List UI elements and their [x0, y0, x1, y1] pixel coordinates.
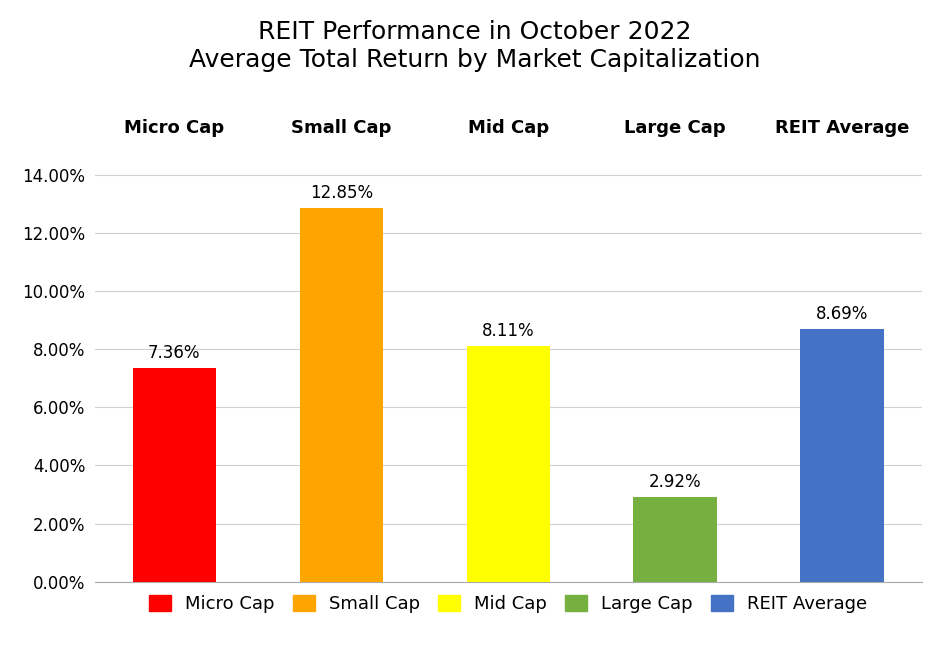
- Text: 12.85%: 12.85%: [310, 184, 372, 202]
- Text: Mid Cap: Mid Cap: [467, 119, 549, 137]
- Text: 7.36%: 7.36%: [148, 344, 200, 362]
- Text: 8.69%: 8.69%: [816, 305, 868, 323]
- Bar: [133, 368, 216, 582]
- Bar: [634, 497, 717, 582]
- Bar: [466, 346, 550, 582]
- Legend: Micro Cap, Small Cap, Mid Cap, Large Cap, REIT Average: Micro Cap, Small Cap, Mid Cap, Large Cap…: [142, 588, 875, 621]
- Bar: [801, 329, 884, 582]
- Text: Micro Cap: Micro Cap: [124, 119, 224, 137]
- Bar: [299, 208, 383, 582]
- Text: Large Cap: Large Cap: [624, 119, 726, 137]
- Text: REIT Performance in October 2022
Average Total Return by Market Capitalization: REIT Performance in October 2022 Average…: [189, 20, 761, 71]
- Text: 2.92%: 2.92%: [649, 473, 701, 491]
- Text: Small Cap: Small Cap: [291, 119, 391, 137]
- Text: 8.11%: 8.11%: [482, 322, 535, 340]
- Text: REIT Average: REIT Average: [775, 119, 909, 137]
